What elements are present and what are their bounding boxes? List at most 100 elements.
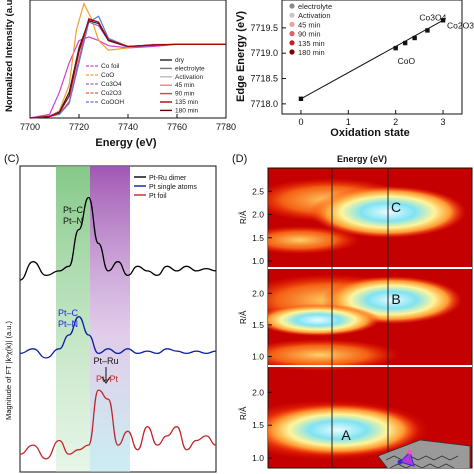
legend-item-co3o4: Co3O4 [101, 81, 122, 88]
annotation-pt-ru: Pt–Ru [93, 356, 118, 366]
annotation-single-pt-c: Pt–C [58, 308, 79, 318]
annotation-pt-pt: Pt–Pt [96, 374, 119, 384]
legend-item-activation: Activation [298, 11, 331, 20]
panel-d-y-ticks: 2.5 2.0 1.5 1.0 2.0 1.5 1.0 2.0 1.5 1.0 [252, 186, 272, 463]
legend-item-coooh: CoOOH [101, 99, 124, 106]
region-letter-a: A [341, 427, 351, 443]
panel-d-ytick-label: 2.5 [252, 186, 264, 196]
data-point [412, 35, 417, 41]
legend-item-pt-single-atoms: Pt single atoms [149, 184, 197, 191]
panel-d-ytick-label: 1.5 [252, 420, 264, 430]
legend-item-180-min: 180 min [298, 48, 325, 57]
series-line-pt-single-atoms [19, 316, 217, 359]
legend-marker [289, 12, 295, 18]
legend-marker [289, 3, 295, 9]
fit-line [300, 19, 444, 100]
series-line-pt-ru-dimer [19, 196, 217, 281]
panel-d: (D) Energy (eV) [232, 153, 473, 469]
panel-b-x-ticks: 0 1 2 3 [298, 110, 446, 127]
panel-d-y-labels: R/Å R/Å R/Å [239, 210, 248, 420]
legend-item-45-min: 45 min [175, 82, 195, 89]
pt-c-pt-n-band [56, 166, 90, 472]
pt-ru-arrow-icon [101, 367, 111, 384]
panel-a-tick-label: 7720 [69, 122, 89, 132]
panel-d-ytick-label: 1.5 [252, 233, 264, 243]
legend-item-180-min: 180 min [175, 107, 199, 114]
map-warm-2 [268, 226, 360, 254]
molecule-inset-image [377, 439, 471, 468]
panel-c: (C) Magnitude of FT |k³χ(k)| (a.u.) Pt-R… [4, 153, 217, 473]
legend-item-electrolyte: electrolyte [175, 65, 205, 72]
panel-c-letter: (C) [4, 153, 19, 165]
panel-d-ytick-label: 2.0 [252, 210, 264, 220]
panel-a-series [29, 2, 226, 119]
panel-a: Normalized Intensity (a.u.) 7700 7720 7740… [4, 0, 236, 149]
legend-item-co-foil: Co foil [101, 63, 120, 70]
legend-marker [289, 40, 295, 46]
legend-item-activation: Activation [175, 74, 204, 81]
data-point [425, 28, 430, 33]
data-point [393, 45, 398, 51]
panel-b-xtick-label: 1 [346, 117, 351, 127]
panel-b-ytick-label: 7718.5 [250, 74, 278, 84]
panel-a-tick-label: 7760 [167, 122, 187, 132]
panel-d-top-axis-label: Energy (eV) [337, 154, 387, 164]
legend-item-135-min: 135 min [175, 99, 199, 106]
legend-item-90-min: 90 min [175, 91, 195, 98]
panel-b: Edge Energy (eV) 7718.0 7718.5 7719.0 7719.… [235, 0, 474, 139]
legend-item-electrolyte: electrolyte [298, 2, 332, 11]
panel-d-ytick-label: 1.5 [252, 320, 264, 330]
panel-d-region-letters: C B A [341, 199, 401, 443]
legend-item-90-min: 90 min [298, 30, 321, 39]
panel-d-maps [268, 168, 472, 468]
panel-a-tick-label: 7780 [216, 122, 236, 132]
data-point [440, 18, 446, 23]
panel-a-y-axis-label: Normalized Intensity (a.u.) [4, 0, 15, 112]
panel-d-ytick-label: 1.0 [252, 453, 264, 463]
pt-ru-band [90, 166, 130, 472]
region-letter-c: C [391, 199, 401, 215]
legend-marker [289, 30, 295, 37]
panel-c-legend: Pt-Ru dimer Pt single atoms Pt foil [134, 175, 197, 200]
panel-a-frame [29, 0, 227, 119]
panel-d-ytick-label: 2.0 [252, 288, 264, 298]
panel-a-tick-label: 7740 [118, 122, 138, 132]
panel-c-y-axis-label: Magnitude of FT |k³χ(k)| (a.u.) [4, 321, 13, 420]
legend-item-45-min: 45 min [298, 20, 321, 29]
legend-marker [289, 49, 295, 55]
annotation-dimer-pt-n: Pt–N [63, 216, 83, 226]
panel-d-letter: (D) [232, 153, 247, 165]
data-point [402, 40, 408, 46]
panel-b-fit-line [300, 19, 444, 100]
panel-b-y-ticks: 7718.0 7718.5 7719.0 7719.5 [250, 23, 286, 109]
legend-item-co2o3: Co2O3 [101, 90, 122, 97]
panel-b-xtick-label: 0 [298, 117, 303, 127]
panel-d-ytick-label: 2.0 [252, 387, 264, 397]
data-point [298, 96, 304, 101]
panel-d-ytick-label: 1.0 [252, 256, 264, 266]
legend-item-dry: dry [175, 57, 185, 64]
panel-b-x-axis-label: Oxidation state [330, 127, 409, 139]
map-blob-a [268, 404, 420, 456]
legend-item-pt-foil: Pt foil [149, 193, 167, 200]
series-line-180-min [29, 18, 226, 119]
panel-a-tick-label: 7700 [20, 122, 40, 132]
panel-a-x-axis-label: Energy (eV) [95, 137, 156, 149]
series-line-pt-foil [19, 389, 217, 460]
point-label-coo: CoO [398, 56, 416, 66]
panel-b-frame [281, 0, 463, 115]
panel-d-y-axis-title: R/Å [239, 210, 248, 224]
point-label-co3o4: Co3O4 [419, 12, 446, 22]
panel-b-xtick-label: 3 [441, 117, 446, 127]
annotation-single-pt-n: Pt–N [58, 319, 78, 329]
legend-item-135-min: 135 min [298, 39, 325, 48]
panel-d-ytick-label: 1.0 [252, 352, 264, 362]
panel-a-x-ticks: 7700 7720 7740 7760 7780 [20, 114, 236, 132]
annotation-dimer-pt-c: Pt–C [63, 205, 84, 215]
